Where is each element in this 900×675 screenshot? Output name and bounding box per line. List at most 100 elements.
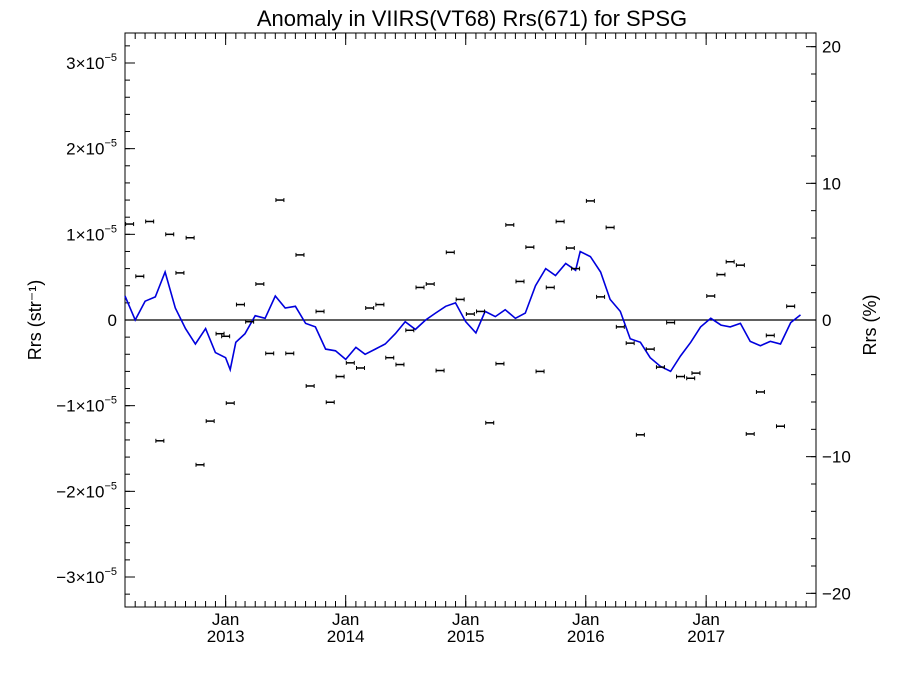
data-point — [605, 225, 615, 230]
data-point — [515, 279, 525, 284]
data-point — [345, 360, 355, 365]
data-point — [195, 462, 205, 467]
data-point — [435, 368, 445, 373]
data-point — [535, 369, 545, 374]
x-tick-year: 2015 — [447, 627, 485, 646]
data-point — [655, 365, 665, 370]
data-point — [615, 324, 625, 329]
data-point — [525, 245, 535, 250]
data-point — [275, 198, 285, 203]
data-point — [205, 419, 215, 424]
data-point — [225, 401, 235, 406]
y-tick-label: −1×10−5 — [56, 395, 117, 416]
data-point — [265, 351, 275, 356]
blue-anomaly-line — [124, 250, 801, 373]
data-point — [395, 362, 405, 367]
data-point — [375, 302, 385, 307]
data-point — [135, 274, 145, 279]
data-point — [425, 282, 435, 287]
y-tick-label: 0 — [108, 311, 117, 330]
data-point — [385, 355, 395, 360]
data-point — [155, 438, 165, 443]
anomaly-line — [124, 250, 801, 373]
x-tick-month: Jan — [212, 610, 239, 629]
data-point — [555, 219, 565, 224]
y-tick-label: 2×10−5 — [66, 138, 117, 159]
data-point — [765, 333, 775, 338]
data-point — [355, 365, 365, 370]
data-point — [255, 282, 265, 287]
y-tick-label: 1×10−5 — [66, 223, 117, 244]
data-point — [145, 219, 155, 224]
data-point — [335, 374, 345, 379]
y2-axis: 20 10 0 −10 −20 — [806, 38, 851, 603]
data-point — [635, 432, 645, 437]
x-tick-month: Jan — [692, 610, 719, 629]
x-tick-year: 2016 — [567, 627, 605, 646]
data-point — [775, 424, 785, 429]
y-tick-label: −3×10−5 — [56, 566, 117, 587]
data-point — [675, 374, 685, 379]
y2-tick-label: 0 — [822, 311, 831, 330]
x-tick-month: Jan — [452, 610, 479, 629]
data-point — [485, 420, 495, 425]
y-axis: 3×10−5 2×10−5 1×10−5 0 −1×10−5 −2×10−5 −3×10−5 — [56, 45, 135, 595]
data-point — [125, 222, 135, 227]
data-point — [445, 250, 455, 255]
data-point — [415, 285, 425, 290]
data-point — [755, 389, 765, 394]
black-error-bar-points — [125, 198, 796, 467]
y-axis-label: Rrs (str⁻¹) — [25, 280, 45, 360]
data-point — [505, 222, 515, 227]
data-point — [245, 319, 255, 324]
y-tick-label: −2×10−5 — [56, 480, 117, 501]
data-point — [596, 294, 606, 299]
data-point — [185, 235, 195, 240]
x-tick-month: Jan — [332, 610, 359, 629]
data-point — [735, 263, 745, 268]
y2-axis-label: Rrs (%) — [860, 295, 880, 356]
data-point — [716, 272, 726, 277]
y2-tick-label: 10 — [822, 174, 841, 193]
data-point — [686, 376, 696, 381]
data-point — [235, 302, 245, 307]
data-point — [706, 294, 716, 299]
data-point — [165, 232, 175, 237]
chart-title: Anomaly in VIIRS(VT68) Rrs(671) for SPSG — [257, 6, 687, 31]
data-point — [786, 304, 796, 309]
data-point — [745, 431, 755, 436]
data-point — [645, 347, 655, 352]
data-point — [175, 270, 185, 275]
data-point — [545, 285, 555, 290]
x-tick-year: 2013 — [207, 627, 245, 646]
data-point — [625, 341, 635, 346]
data-point — [495, 361, 505, 366]
data-point — [455, 297, 465, 302]
data-point — [405, 328, 415, 333]
data-point — [666, 320, 676, 325]
data-point — [691, 371, 701, 376]
data-point — [571, 266, 581, 271]
y2-tick-label: 20 — [822, 38, 841, 57]
data-point — [315, 309, 325, 314]
data-point — [295, 252, 305, 257]
data-point — [215, 331, 225, 336]
x-tick-year: 2014 — [327, 627, 365, 646]
data-point — [221, 334, 231, 339]
data-point — [285, 351, 295, 356]
y2-tick-label: −10 — [822, 448, 851, 467]
data-point — [476, 309, 486, 314]
y2-tick-label: −20 — [822, 584, 851, 603]
x-tick-month: Jan — [572, 610, 599, 629]
data-point — [365, 306, 375, 311]
y-tick-label: 3×10−5 — [66, 52, 117, 73]
data-point — [305, 383, 315, 388]
data-point — [725, 259, 735, 264]
x-tick-year: 2017 — [687, 627, 725, 646]
data-point — [325, 400, 335, 405]
data-point — [465, 312, 475, 317]
data-point — [585, 198, 595, 203]
data-point — [565, 246, 575, 251]
